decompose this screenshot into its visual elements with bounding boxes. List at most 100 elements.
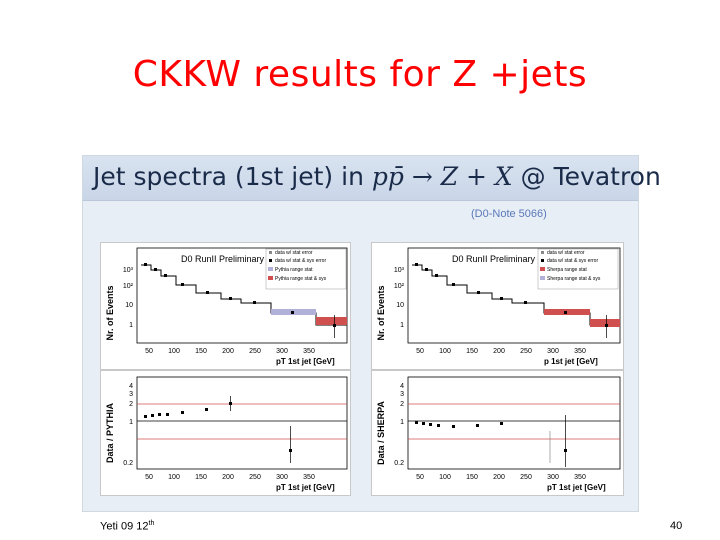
x-tick-label: 300 <box>547 348 559 355</box>
x-tick-label: 100 <box>168 474 180 481</box>
pythia-yticks: 10³ 10² 10 1 <box>123 267 134 329</box>
sherpa-banner: D0 RunII Preliminary <box>452 254 536 264</box>
y-tick-label: 1 <box>400 419 404 426</box>
pythia-spectrum-svg: Nr. of Events D0 RunII Preliminary data … <box>105 247 348 366</box>
y-tick-label: 10 <box>125 302 133 309</box>
pythia-ratio-yticks: 4 3 2 1 0.2 <box>123 383 133 467</box>
sherpa-ratio-points <box>415 415 567 467</box>
x-tick-label: 250 <box>520 348 532 355</box>
legend-marker <box>268 267 273 271</box>
sherpa-ratio-ylabel: Data / SHERPA <box>376 401 386 465</box>
legend-entry: Sherpa range stat <box>547 267 587 273</box>
y-tick-label: 0.2 <box>394 460 404 467</box>
slide-title: CKKW results for Z +jets <box>132 54 588 95</box>
sherpa-ylabel: Nr. of Events <box>376 285 386 340</box>
y-tick-label: 1 <box>129 419 133 426</box>
legend-entry: Sherpa range stat & sys <box>547 276 601 282</box>
pythia-ratio-ylabel: Data / PYTHIA <box>105 402 115 463</box>
y-tick-label: 3 <box>400 391 404 398</box>
x-tick-label: 150 <box>466 474 478 481</box>
y-tick-label: 2 <box>129 401 133 408</box>
pythia-xlabel: pT 1st jet [GeV] <box>276 357 335 366</box>
y-tick-label: 10² <box>123 283 134 290</box>
y-tick-label: 10³ <box>123 267 134 274</box>
x-tick-label: 350 <box>574 474 586 481</box>
legend-marker <box>540 276 545 280</box>
pythia-ratio-plot: Data / PYTHIA 4 3 2 1 0.2 50 <box>100 370 351 496</box>
legend-entry: data w/ stat error <box>275 250 313 256</box>
footer-event-label: Yeti 09 12th <box>100 520 154 533</box>
y-tick-label: 4 <box>129 383 133 390</box>
figure-panel: Jet spectra (1st jet) in pp̄ → Z + X @ T… <box>82 155 661 512</box>
x-tick-label: 200 <box>222 348 234 355</box>
x-tick-label: 300 <box>547 474 559 481</box>
footer-event-text: Yeti 09 12 <box>100 520 149 533</box>
x-tick-label: 100 <box>439 474 451 481</box>
x-tick-label: 50 <box>416 348 424 355</box>
sherpa-ratio-svg: Data / SHERPA 4 3 2 1 0.2 50 <box>376 376 621 492</box>
legend-marker <box>540 267 545 271</box>
legend-entry: data w/ stat & sys error <box>547 258 598 264</box>
x-tick-label: 250 <box>520 474 532 481</box>
pythia-band <box>316 317 347 325</box>
legend-entry: Pythia range stat & sys <box>275 276 327 282</box>
sherpa-band <box>590 319 620 327</box>
x-tick-label: 200 <box>493 348 505 355</box>
pythia-banner: D0 RunII Preliminary <box>181 254 265 264</box>
y-tick-label: 10³ <box>394 267 405 274</box>
x-tick-label: 100 <box>439 348 451 355</box>
pythia-data-points <box>144 263 336 338</box>
sherpa-yticks: 10³ 10² 10 1 <box>394 267 405 329</box>
x-tick-label: 250 <box>249 474 261 481</box>
sherpa-spectrum-svg: Nr. of Events D0 RunII Preliminary data … <box>376 247 621 366</box>
pythia-ratio-xticks: 50 100 150 200 250 300 350 <box>145 474 315 481</box>
sherpa-xticks: 50 100 150 200 250 300 350 <box>416 348 586 355</box>
y-tick-label: 10² <box>394 283 405 290</box>
legend-marker <box>541 251 544 254</box>
pythia-ratio-points <box>144 396 292 463</box>
sherpa-data-points <box>415 263 608 338</box>
x-tick-label: 200 <box>222 474 234 481</box>
y-tick-label: 1 <box>129 322 133 329</box>
footer-event-sup: th <box>148 520 155 527</box>
legend-entry: Pythia range stat <box>275 267 313 273</box>
sherpa-xlabel: p 1st jet [GeV] <box>544 357 598 366</box>
pythia-ylabel: Nr. of Events <box>105 285 115 340</box>
sherpa-ratio-plot: Data / SHERPA 4 3 2 1 0.2 50 <box>371 370 624 496</box>
y-tick-label: 1 <box>400 322 404 329</box>
y-tick-label: 2 <box>400 401 404 408</box>
x-tick-label: 150 <box>466 348 478 355</box>
sherpa-ratio-xticks: 50 100 150 200 250 300 350 <box>416 474 586 481</box>
y-tick-label: 10 <box>396 302 404 309</box>
x-tick-label: 200 <box>493 474 505 481</box>
y-tick-label: 3 <box>129 391 133 398</box>
x-tick-label: 350 <box>303 474 315 481</box>
legend-marker <box>541 259 544 262</box>
sherpa-legend: data w/ stat error data w/ stat & sys er… <box>537 248 619 290</box>
sherpa-ratio-yticks: 4 3 2 1 0.2 <box>394 383 404 467</box>
legend-entry: data w/ stat error <box>547 250 585 256</box>
pythia-xticks: 50 100 150 200 250 300 350 <box>145 348 315 355</box>
sherpa-spectrum-plot: Nr. of Events D0 RunII Preliminary data … <box>371 242 624 370</box>
figure-title: Jet spectra (1st jet) in pp̄ → Z + X @ T… <box>93 162 661 191</box>
x-tick-label: 150 <box>195 474 207 481</box>
pythia-ratio-xlabel: pT 1st jet [GeV] <box>276 483 335 492</box>
figure-header: Jet spectra (1st jet) in pp̄ → Z + X @ T… <box>83 156 661 201</box>
legend-marker <box>269 259 272 262</box>
legend-marker <box>269 251 272 254</box>
x-tick-label: 50 <box>145 474 153 481</box>
x-tick-label: 50 <box>416 474 424 481</box>
x-tick-label: 250 <box>249 348 261 355</box>
x-tick-label: 300 <box>276 474 288 481</box>
x-tick-label: 350 <box>303 348 315 355</box>
page-number: 40 <box>670 520 683 532</box>
legend-entry: data w/ stat & sys error <box>275 258 326 264</box>
x-tick-label: 50 <box>145 348 153 355</box>
figure-title-process: pp̄ → Z + X <box>371 162 513 191</box>
legend-marker <box>268 276 273 280</box>
x-tick-label: 350 <box>574 348 586 355</box>
figure-title-prefix: Jet spectra (1st jet) in <box>93 162 372 191</box>
pythia-spectrum-plot: Nr. of Events D0 RunII Preliminary data … <box>100 242 351 370</box>
d0-note-reference: (D0-Note 5066) <box>471 208 547 220</box>
x-tick-label: 150 <box>195 348 207 355</box>
